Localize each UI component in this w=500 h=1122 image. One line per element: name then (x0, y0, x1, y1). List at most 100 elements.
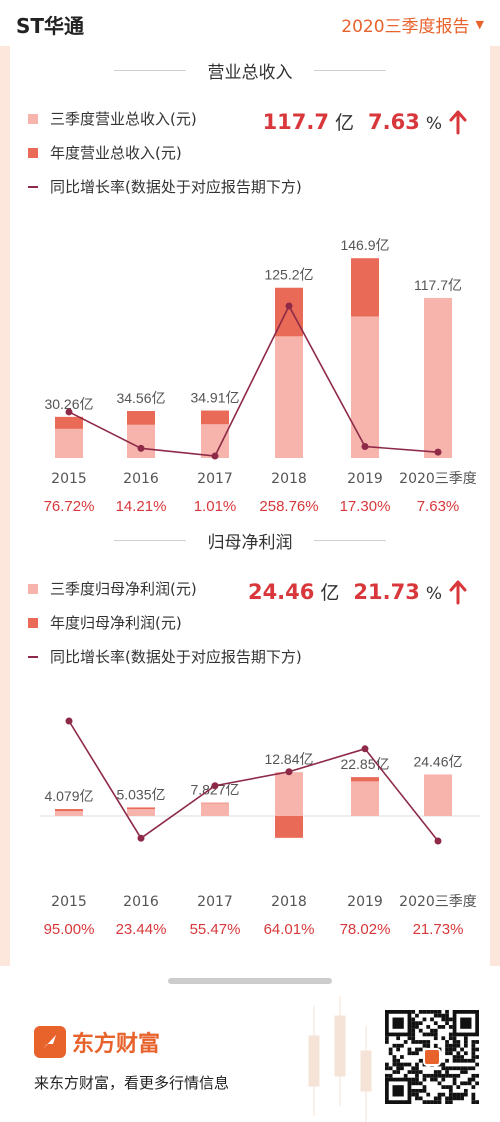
summary-pct: 7.63 (368, 110, 420, 134)
legend-growth-rate: 同比增长率(数据处于对应报告期下方) (28, 646, 302, 667)
value-label: 34.56亿 (116, 390, 165, 406)
bar-q3-2020三季度[interactable] (424, 774, 452, 816)
growth-label: 76.72% (44, 498, 95, 515)
legend-annual-revenue: 年度营业总收入(元) (28, 142, 182, 163)
caret-down-icon: ▼ (475, 18, 484, 31)
right-rail (490, 46, 500, 966)
value-label: 12.84亿 (264, 751, 313, 767)
legend-q3-revenue: 三季度营业总收入(元) (28, 108, 197, 129)
legend-annual-profit: 年度归母净利润(元) (28, 612, 182, 633)
growth-point-2015[interactable] (65, 408, 73, 416)
brand-name: 东方财富 (72, 1032, 161, 1057)
summary-pct-unit: % (425, 584, 442, 604)
bar-q3-2015[interactable] (55, 811, 83, 816)
summary-value: 117.7 (262, 110, 329, 134)
revenue-chart: 30.26亿 2015 76.72% 34.56亿 2016 14.21% 34.91亿 20… (44, 237, 477, 515)
footer-banner[interactable]: 东方财富 来东方财富，看更多行情信息 (0, 996, 500, 1122)
summary-unit: 亿 (320, 582, 340, 604)
revenue-summary: 117.7 亿 7.63 % (263, 108, 468, 135)
growth-label: 78.02% (340, 921, 391, 938)
bar-q3-2020三季度[interactable] (424, 297, 452, 458)
growth-label: 21.73% (413, 921, 464, 938)
profit-summary: 24.46 亿 21.73 % (248, 578, 468, 605)
value-label: 34.91亿 (190, 390, 239, 406)
growth-label: 7.63% (417, 498, 460, 515)
category-label: 2019 (347, 894, 383, 910)
summary-pct: 21.73 (353, 580, 420, 604)
bar-q3-2019[interactable] (351, 781, 379, 816)
category-label: 2017 (197, 471, 233, 487)
growth-label: 23.44% (116, 921, 167, 938)
profit-section: 归母净利润 三季度归母净利润(元) 年度归母净利润(元) 同比增长率(数据处于对… (10, 516, 490, 956)
growth-point-2019[interactable] (361, 443, 369, 451)
growth-label: 14.21% (116, 498, 167, 515)
legend-growth-rate: 同比增长率(数据处于对应报告期下方) (28, 176, 302, 197)
bar-annual-2018[interactable] (275, 816, 303, 838)
qr-code (385, 1010, 479, 1104)
brand-logo: 东方财富 (34, 1026, 160, 1058)
growth-line (68, 304, 439, 457)
revenue-title: 营业总收入 (207, 63, 293, 83)
profit-chart: 4.079亿201595.00%5.035亿201623.44%7.827亿20… (40, 717, 480, 938)
growth-label: 64.01% (264, 921, 315, 938)
category-label: 2018 (271, 894, 307, 910)
growth-point-2017[interactable] (211, 782, 219, 790)
growth-line (68, 720, 439, 842)
revenue-section: 营业总收入 三季度营业总收入(元) 年度营业总收入(元) 同比增长率(数据处于对… (10, 46, 490, 515)
growth-label: 258.76% (259, 498, 318, 515)
scroll-indicator[interactable] (168, 978, 332, 984)
category-label: 2020三季度 (399, 894, 477, 910)
bar-q3-2018[interactable] (275, 336, 303, 458)
category-label: 2016 (123, 894, 159, 910)
bar-q3-2017[interactable] (201, 803, 229, 816)
growth-point-2017[interactable] (211, 452, 219, 460)
growth-point-2018[interactable] (285, 768, 293, 776)
bar-q3-2017[interactable] (201, 424, 229, 458)
category-label: 2015 (51, 471, 87, 487)
left-rail (0, 46, 10, 966)
category-label: 2016 (123, 471, 159, 487)
summary-unit: 亿 (335, 112, 355, 134)
report-period-label: 2020三季度报告 (341, 17, 470, 37)
footer-slogan: 来东方财富，看更多行情信息 (34, 1074, 230, 1092)
growth-point-2016[interactable] (137, 834, 145, 842)
bar-q3-2016[interactable] (127, 424, 155, 458)
value-label: 22.85亿 (340, 756, 389, 772)
growth-point-2015[interactable] (65, 717, 73, 725)
bar-q3-2015[interactable] (55, 428, 83, 458)
bar-q3-2018[interactable] (275, 772, 303, 816)
report-period-dropdown[interactable]: 2020三季度报告 ▼ (341, 12, 484, 37)
legend-q3-profit: 三季度归母净利润(元) (28, 578, 197, 599)
growth-point-2020三季度[interactable] (434, 448, 442, 456)
category-label: 2019 (347, 471, 383, 487)
growth-label: 1.01% (194, 498, 237, 515)
category-label: 2020三季度 (399, 471, 477, 487)
up-arrow-icon (449, 580, 467, 604)
summary-pct-unit: % (425, 114, 442, 134)
growth-point-2019[interactable] (361, 745, 369, 753)
growth-label: 17.30% (340, 498, 391, 515)
category-label: 2017 (197, 894, 233, 910)
bar-q3-2016[interactable] (127, 809, 155, 816)
value-label: 125.2亿 (264, 267, 313, 283)
growth-point-2016[interactable] (137, 444, 145, 452)
category-label: 2018 (271, 471, 307, 487)
growth-point-2020三季度[interactable] (434, 837, 442, 845)
profit-title: 归母净利润 (207, 533, 293, 553)
summary-value: 24.46 (247, 580, 315, 604)
value-label: 117.7亿 (414, 277, 462, 293)
header: ST华通 2020三季度报告 ▼ (0, 0, 500, 46)
east-money-logo-icon (34, 1026, 66, 1058)
growth-label: 55.47% (190, 921, 241, 938)
growth-point-2018[interactable] (285, 302, 293, 310)
value-label: 24.46亿 (413, 753, 462, 769)
value-label: 146.9亿 (340, 237, 389, 253)
growth-label: 95.00% (44, 921, 95, 938)
value-label: 4.079亿 (44, 788, 93, 804)
value-label: 30.26亿 (44, 396, 93, 412)
candlestick-decoration (308, 996, 372, 1122)
stock-name: ST华通 (16, 14, 85, 38)
up-arrow-icon (449, 110, 467, 134)
value-label: 5.035亿 (116, 786, 165, 802)
bar-q3-2019[interactable] (351, 316, 379, 458)
